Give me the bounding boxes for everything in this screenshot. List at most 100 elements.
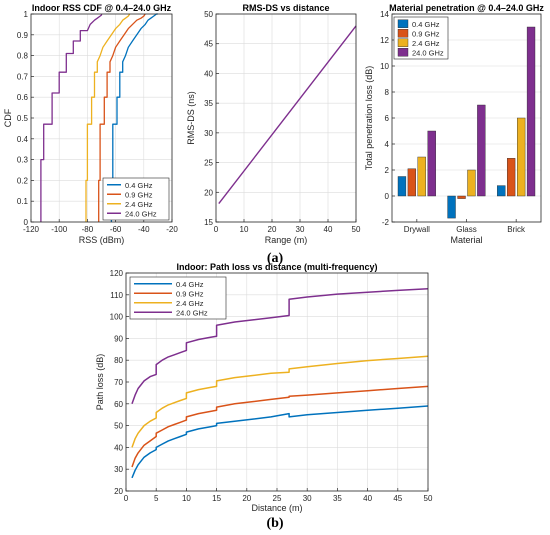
y-tick-label: 0.4 [17, 135, 29, 144]
x-tick-label: 30 [296, 225, 305, 234]
x-tick-label: 40 [363, 494, 372, 503]
legend-label: 2.4 GHz [176, 299, 204, 308]
legend-swatch [397, 48, 409, 57]
y-tick-label: 70 [114, 378, 123, 387]
series-line [98, 13, 146, 222]
y-tick-label: 120 [110, 269, 124, 278]
series-line [131, 287, 429, 405]
legend-label: 24.0 GHz [412, 48, 444, 57]
series-line [131, 355, 429, 448]
x-tick-label: 50 [424, 494, 433, 503]
y-tick-label: 8 [385, 88, 390, 97]
x-tick-label: -120 [23, 225, 40, 234]
y-axis-label: RMS-DS (ns) [186, 91, 196, 145]
x-tick-label: 0 [124, 494, 129, 503]
y-tick-label: -2 [382, 218, 390, 227]
legend-label: 0.9 GHz [176, 289, 204, 298]
legend-swatch [397, 19, 409, 28]
chart-title: Indoor RSS CDF @ 0.4–24.0 GHz [32, 3, 172, 13]
legend-label: 0.4 GHz [412, 20, 440, 29]
y-tick-label: 0.2 [17, 176, 29, 185]
series-line [131, 385, 429, 468]
bar [417, 156, 426, 197]
pathloss-chart: 20 30 40 50 60 70 80 90 100 110 120 0 5 10 15 20 25 30 35 4… [95, 262, 433, 513]
x-tick-label: -20 [166, 225, 178, 234]
legend-label: 0.4 GHz [176, 280, 204, 289]
y-tick-label: 30 [114, 465, 123, 474]
x-tick-label: 20 [242, 494, 251, 503]
x-tick-label: -100 [51, 225, 68, 234]
x-tick-label: -60 [110, 225, 122, 234]
legend-swatch [397, 38, 409, 47]
x-tick-label: 5 [154, 494, 159, 503]
legend-label: 0.9 GHz [412, 29, 440, 38]
bar [407, 168, 416, 197]
x-axis-label: Material [450, 235, 482, 245]
bar [457, 195, 466, 199]
y-tick-label: 20 [204, 188, 213, 197]
category-label: Brick [507, 225, 526, 234]
y-tick-label: 80 [114, 356, 123, 365]
y-tick-label: 0.8 [17, 52, 29, 61]
legend-label: 0.4 GHz [125, 181, 153, 190]
x-axis-label: Range (m) [265, 235, 308, 245]
y-tick-label: 0.5 [17, 114, 29, 123]
y-tick-label: 10 [380, 62, 389, 71]
y-tick-label: 50 [204, 10, 213, 19]
series-line [85, 13, 131, 222]
y-tick-label: 40 [114, 443, 123, 452]
x-axis-label: RSS (dBm) [79, 235, 125, 245]
series-line [218, 25, 357, 205]
y-axis-label: CDF [3, 108, 13, 127]
y-tick-label: 0.6 [17, 93, 29, 102]
bar [497, 185, 506, 197]
chart-title: Material penetration @ 0.4–24.0 GHz [389, 3, 544, 13]
x-tick-label: 35 [333, 494, 342, 503]
bar [477, 104, 486, 197]
legend-label: 24.0 GHz [125, 209, 157, 218]
cdf-chart: 0 0.1 0.2 0.3 0.4 0.5 0.6 0.7 0.8 0.9 1 -120 -100 -80… [3, 3, 178, 245]
legend-label: 2.4 GHz [412, 39, 440, 48]
legend-label: 24.0 GHz [176, 308, 208, 317]
x-axis-label: Distance (m) [251, 503, 302, 513]
y-tick-label: 0.9 [17, 31, 29, 40]
category-label: Glass [456, 225, 476, 234]
x-tick-label: 40 [324, 225, 333, 234]
x-tick-label: 20 [268, 225, 277, 234]
y-tick-label: 0 [24, 218, 29, 227]
y-tick-label: 15 [204, 218, 213, 227]
legend-label: 0.9 GHz [125, 190, 153, 199]
axes-frame [215, 13, 357, 223]
y-tick-label: 4 [385, 140, 390, 149]
y-tick-label: 0.3 [17, 156, 29, 165]
category-label: Drywall [404, 225, 430, 234]
bar [517, 117, 526, 197]
x-tick-label: -40 [138, 225, 150, 234]
plot-area [216, 14, 356, 222]
y-tick-label: 12 [380, 36, 389, 45]
y-tick-label: 14 [380, 10, 389, 19]
y-tick-label: 35 [204, 99, 213, 108]
y-tick-label: 6 [385, 114, 390, 123]
y-tick-label: 2 [385, 166, 390, 175]
bar [397, 176, 407, 197]
legend-label: 2.4 GHz [125, 200, 153, 209]
y-tick-label: 0 [385, 192, 390, 201]
bar [526, 26, 536, 197]
y-tick-label: 100 [110, 313, 124, 322]
chart-title: RMS-DS vs distance [242, 3, 329, 13]
x-tick-label: 50 [352, 225, 361, 234]
x-tick-label: -80 [82, 225, 94, 234]
y-tick-label: 50 [114, 422, 123, 431]
series-line [131, 405, 429, 479]
y-tick-label: 110 [110, 291, 123, 300]
chart-title: Indoor: Path loss vs distance (multi-fre… [176, 262, 377, 272]
x-tick-label: 30 [303, 494, 312, 503]
series-line [110, 13, 158, 222]
x-tick-label: 10 [182, 494, 191, 503]
bar [507, 158, 516, 197]
y-axis-label: Total penetration loss (dB) [364, 66, 374, 171]
bar [427, 130, 436, 197]
